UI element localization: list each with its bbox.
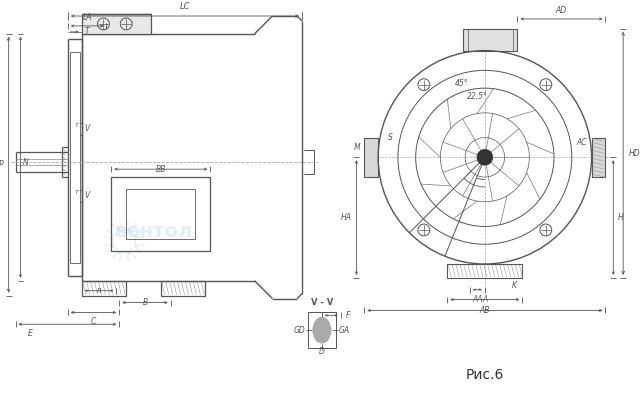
Bar	[82, 14, 151, 34]
Text: 45°: 45°	[455, 79, 469, 88]
Text: D: D	[319, 347, 324, 356]
Text: T: T	[75, 123, 79, 128]
Text: BB: BB	[156, 165, 166, 174]
Text: GA: GA	[339, 326, 349, 335]
Bar	[364, 138, 378, 177]
Text: H: H	[618, 213, 624, 222]
Text: K: K	[512, 281, 517, 290]
Text: S: S	[388, 133, 393, 142]
Text: M: M	[354, 143, 360, 152]
Text: V: V	[84, 191, 90, 200]
Bar	[111, 177, 210, 251]
Text: P: P	[0, 160, 4, 169]
Text: T: T	[75, 190, 79, 195]
Text: N: N	[22, 158, 28, 167]
Text: вентол: вентол	[115, 222, 193, 241]
Bar	[308, 312, 335, 348]
Text: HD: HD	[629, 149, 640, 158]
Bar	[161, 281, 205, 296]
Bar	[447, 264, 522, 278]
Text: C: C	[91, 318, 96, 326]
Text: AD: AD	[556, 6, 567, 15]
Text: V: V	[84, 124, 90, 133]
Text: HA: HA	[340, 213, 351, 222]
Bar	[126, 189, 195, 239]
Text: R: R	[97, 288, 102, 294]
Text: AC: AC	[577, 138, 588, 147]
Text: E: E	[28, 329, 33, 338]
Text: AB: AB	[479, 306, 490, 315]
Text: 22,5°: 22,5°	[467, 92, 488, 101]
Bar	[82, 281, 126, 296]
Text: A: A	[482, 295, 488, 304]
Circle shape	[477, 149, 493, 165]
Text: AA: AA	[472, 295, 483, 304]
Text: F: F	[346, 311, 350, 320]
Text: V - V: V - V	[310, 298, 333, 307]
Text: LA: LA	[83, 13, 92, 22]
Text: T: T	[84, 28, 90, 36]
Text: Рис.6: Рис.6	[466, 368, 504, 382]
Text: LC: LC	[180, 2, 190, 11]
Text: GD: GD	[293, 326, 305, 335]
Text: B: B	[142, 298, 148, 307]
Bar	[591, 138, 605, 177]
Bar	[463, 29, 518, 51]
Ellipse shape	[313, 318, 331, 343]
